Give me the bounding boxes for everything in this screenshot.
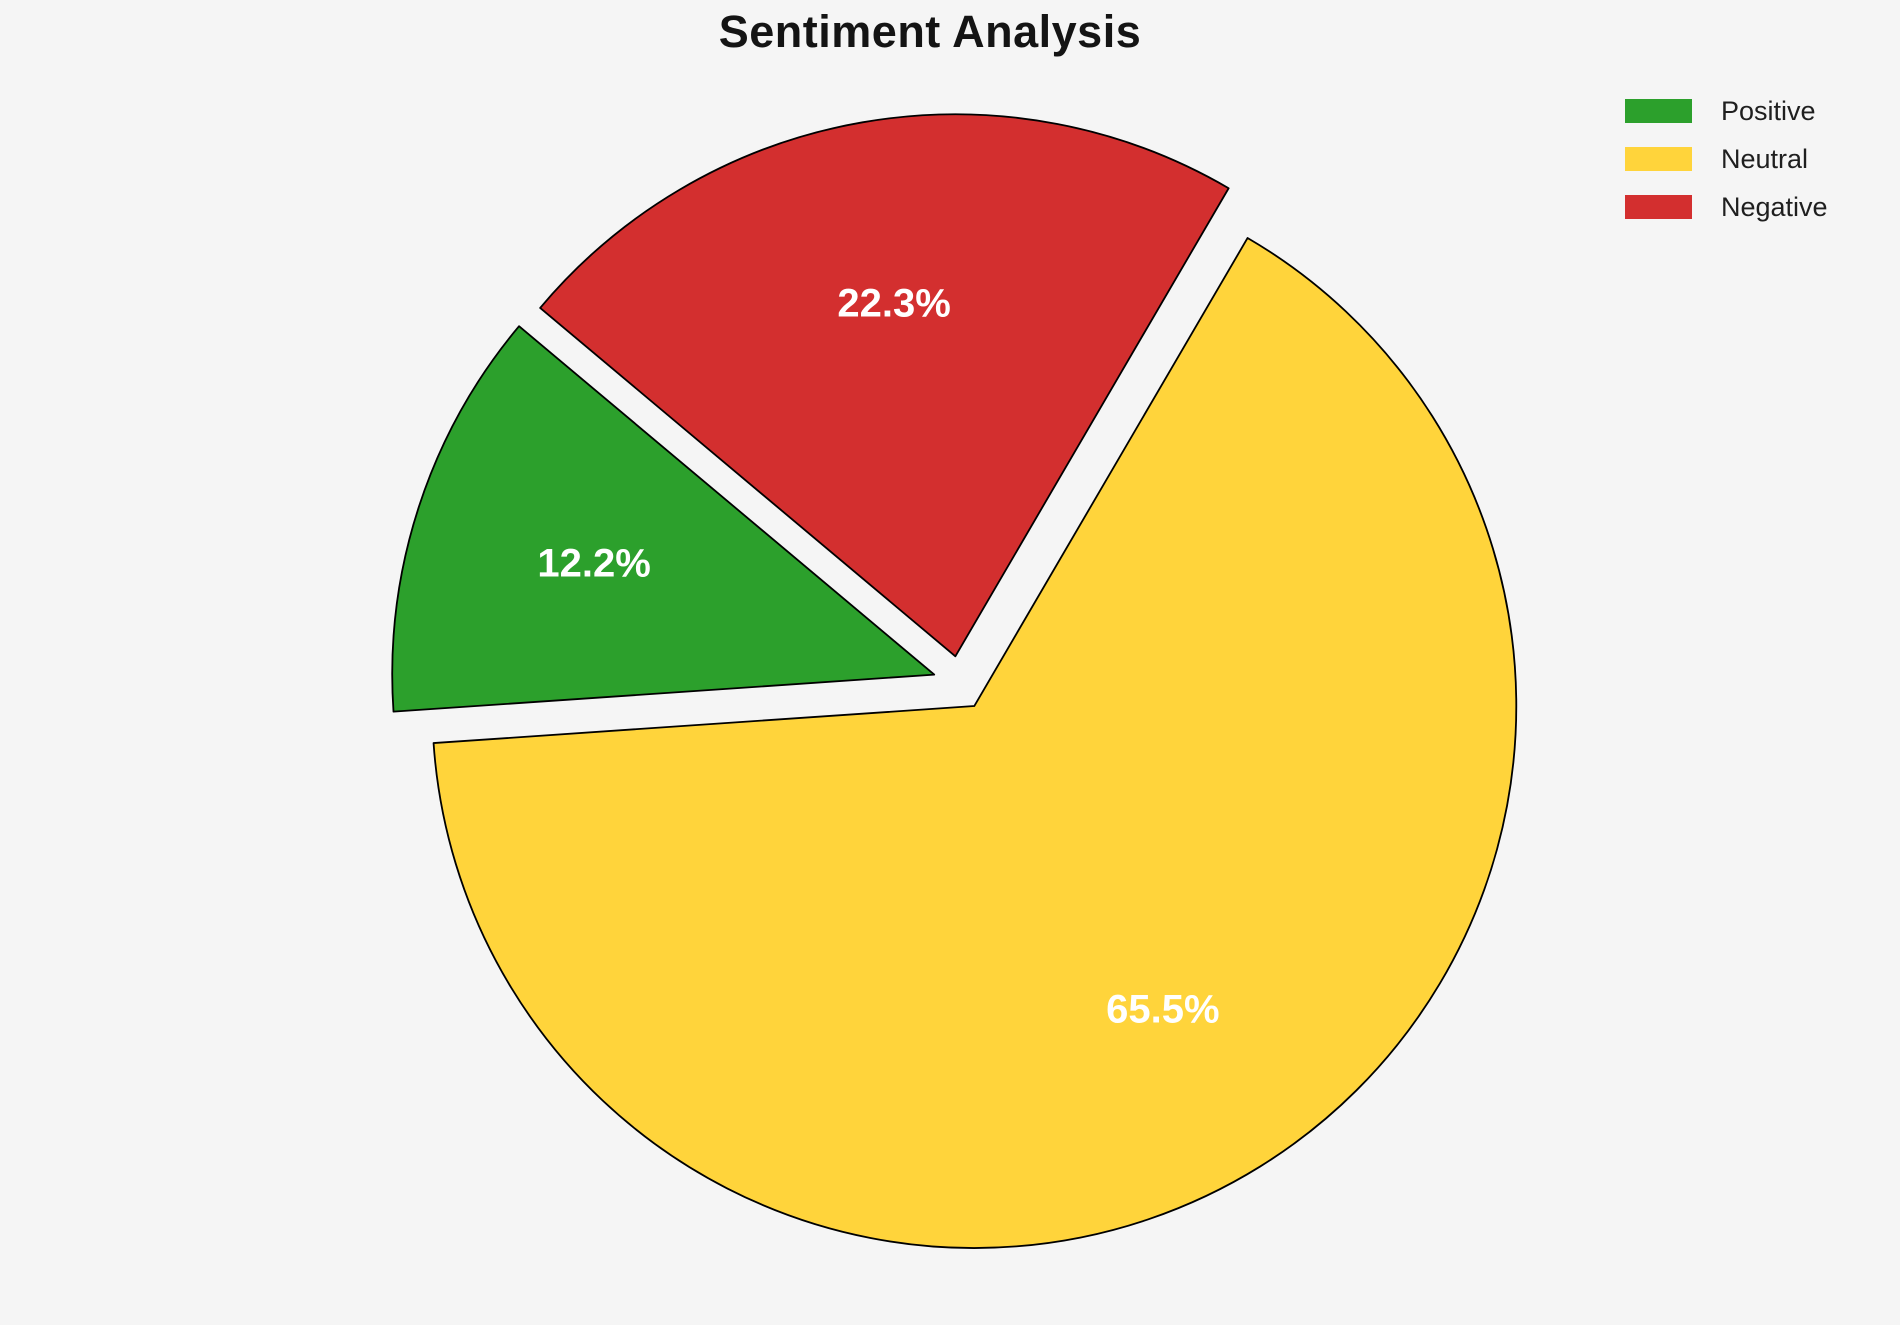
legend-label-neutral: Neutral <box>1721 143 1809 174</box>
chart-title: Sentiment Analysis <box>718 6 1142 57</box>
pie-slice-positive <box>391 325 936 713</box>
legend-label-negative: Negative <box>1721 191 1828 222</box>
pie-slice-negative <box>539 113 1230 658</box>
slice-label-neutral: 65.5% <box>1106 987 1220 1032</box>
legend-item-neutral: Neutral <box>1625 143 1828 174</box>
legend-swatch-positive <box>1625 99 1692 123</box>
legend-item-negative: Negative <box>1625 191 1828 222</box>
legend-label-positive: Positive <box>1721 95 1816 126</box>
legend: Positive Neutral Negative <box>1625 95 1828 243</box>
slice-label-negative: 22.3% <box>837 281 951 326</box>
legend-item-positive: Positive <box>1625 95 1828 126</box>
slice-label-positive: 12.2% <box>537 541 651 586</box>
pie-slice-neutral <box>432 237 1518 1249</box>
legend-swatch-negative <box>1625 195 1692 219</box>
legend-swatch-neutral <box>1625 147 1692 171</box>
